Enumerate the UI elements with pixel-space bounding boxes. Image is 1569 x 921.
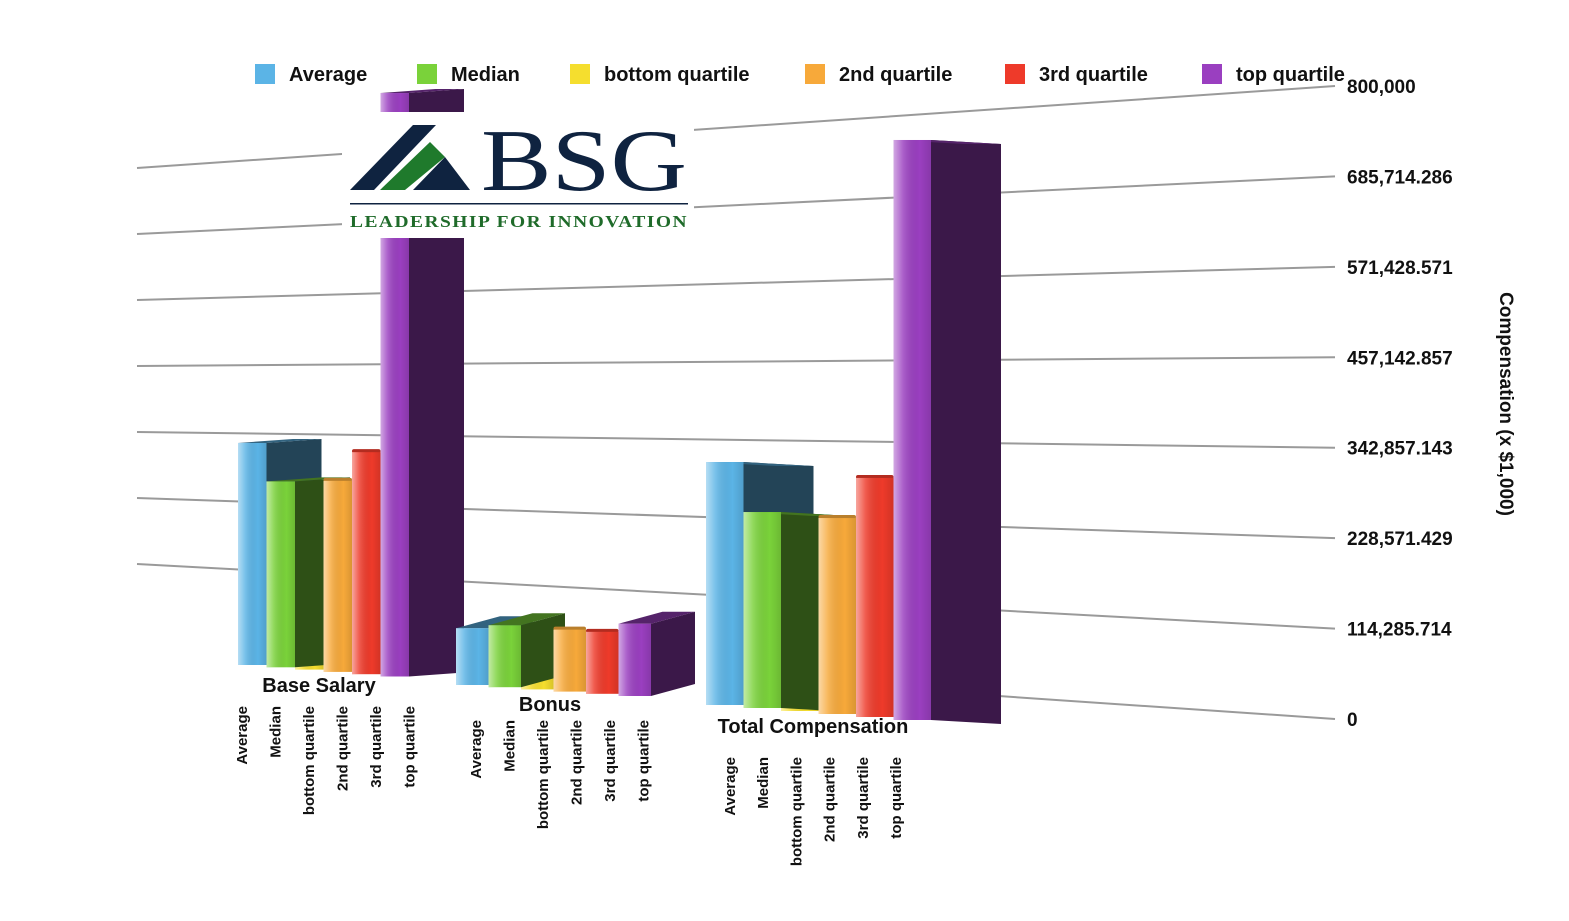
bar-top-face <box>488 613 565 626</box>
x-category-label: top quartile <box>888 757 905 839</box>
logo-mountain-dark-right <box>413 157 470 190</box>
bar-2nd-quartile <box>818 515 856 714</box>
group-label: Base Salary <box>262 675 376 697</box>
x-category-label: Median <box>268 706 285 758</box>
legend-swatch <box>570 64 590 84</box>
gridline <box>136 431 1336 449</box>
bar-3rd-quartile <box>856 474 894 717</box>
x-category-label: Median <box>755 757 772 809</box>
y-tick-label: 228,571.429 <box>1347 529 1453 550</box>
logo-wordmark: BSG <box>481 113 687 210</box>
x-category-label: 3rd quartile <box>855 757 872 839</box>
bar-3rd-quartile <box>586 628 619 694</box>
legend-item-median: Median <box>417 64 520 86</box>
y-axis: 0 114,285.714 228,571.429 342,857.143 457,14… <box>1347 77 1453 731</box>
bar-group-base-salary: Base Salary Average Median bottom quartile 2… <box>234 89 464 815</box>
bar-front-shine <box>706 462 744 705</box>
x-category-label: top quartile <box>636 720 653 802</box>
gridline <box>136 175 1336 235</box>
logo-divider <box>350 203 688 205</box>
legend-label: 3rd quartile <box>1039 64 1148 86</box>
y-tick-label: 457,142.857 <box>1347 348 1453 369</box>
legend-swatch <box>417 64 437 84</box>
bar-top-quartile <box>618 611 695 696</box>
bar-front-shine <box>266 481 295 668</box>
legend-item-2nd-quartile: 2nd quartile <box>805 64 952 86</box>
bar-side-face <box>651 611 695 696</box>
bar-top-face <box>238 438 322 443</box>
legend-item-3rd-quartile: 3rd quartile <box>1005 64 1148 86</box>
x-category-label: Median <box>502 720 519 772</box>
bar-group-total-compensation: Total Compensation Average Median bottom qu… <box>706 139 1001 866</box>
bar-front-shine <box>488 625 521 688</box>
x-category-label: Average <box>234 706 251 765</box>
bar-2nd-quartile <box>323 477 352 672</box>
bar-front-shine <box>586 631 619 694</box>
bar-side-face <box>931 139 1001 724</box>
bar-front-shine <box>856 477 894 717</box>
y-tick-label: 571,428.571 <box>1347 258 1453 279</box>
gridline <box>136 265 1336 301</box>
legend-label: bottom quartile <box>604 64 750 86</box>
x-category-label: Average <box>722 757 739 816</box>
bar-front-shine <box>553 629 586 692</box>
x-category-label: 2nd quartile <box>569 720 586 805</box>
bar-front-shine <box>352 452 381 675</box>
logo-tagline: LEADERSHIP FOR INNOVATION <box>350 212 688 231</box>
y-tick-label: 114,285.714 <box>1347 620 1452 641</box>
bar-front-shine <box>893 139 931 720</box>
x-category-label: 2nd quartile <box>335 706 352 791</box>
bar-front-shine <box>618 623 651 696</box>
bar-front-shine <box>238 442 267 665</box>
legend-label: Median <box>451 64 520 86</box>
bar-front-shine <box>456 628 489 685</box>
y-axis-title: Compensation (x $1,000) <box>1495 292 1516 516</box>
y-tick-label: 0 <box>1347 710 1358 731</box>
logo-mountain-green <box>380 142 445 190</box>
x-category-label: bottom quartile <box>301 706 318 815</box>
bar-groups: Base Salary Average Median bottom quartile 2… <box>234 89 1001 866</box>
bar-front-shine <box>743 512 781 708</box>
bar-front-shine <box>818 518 856 714</box>
group-label: Total Compensation <box>718 716 909 738</box>
y-tick-label: 342,857.143 <box>1347 439 1453 460</box>
x-category-label: 3rd quartile <box>368 706 385 788</box>
legend-label: 2nd quartile <box>839 64 952 86</box>
bar-top-quartile <box>893 139 1001 724</box>
legend-item-top-quartile: top quartile <box>1202 64 1345 86</box>
legend-label: Average <box>289 64 367 86</box>
bar-front-shine <box>323 480 352 672</box>
gridline <box>136 356 1336 367</box>
group-label: Bonus <box>519 694 581 716</box>
x-category-label: top quartile <box>402 706 419 788</box>
legend-swatch <box>805 64 825 84</box>
legend-item-average: Average <box>255 64 367 86</box>
x-category-label: bottom quartile <box>788 757 805 866</box>
bar-3rd-quartile <box>352 449 381 675</box>
bar-2nd-quartile <box>553 626 586 692</box>
bar-group-bonus: Bonus Average Median bottom quartile 2nd qua… <box>456 611 695 829</box>
x-category-label: 2nd quartile <box>822 757 839 842</box>
bar-top-face <box>618 611 695 624</box>
gridline <box>136 85 1336 169</box>
legend-swatch <box>255 64 275 84</box>
bar-top-face <box>380 89 464 94</box>
x-category-label: bottom quartile <box>535 720 552 829</box>
legend-item-bottom-quartile: bottom quartile <box>570 64 750 86</box>
x-category-label: Average <box>468 720 485 779</box>
bsg-logo: BSG LEADERSHIP FOR INNOVATION <box>342 112 694 238</box>
y-tick-label: 685,714.286 <box>1347 167 1453 188</box>
logo-mountain-dark-left <box>350 125 436 190</box>
legend-label: top quartile <box>1236 64 1345 86</box>
gridline <box>939 691 1336 720</box>
y-tick-label: 800,000 <box>1347 77 1416 98</box>
x-category-label: 3rd quartile <box>602 720 619 802</box>
legend-swatch <box>1005 64 1025 84</box>
legend: Average Median bottom quartile 2nd quartile… <box>255 64 1345 86</box>
legend-swatch <box>1202 64 1222 84</box>
